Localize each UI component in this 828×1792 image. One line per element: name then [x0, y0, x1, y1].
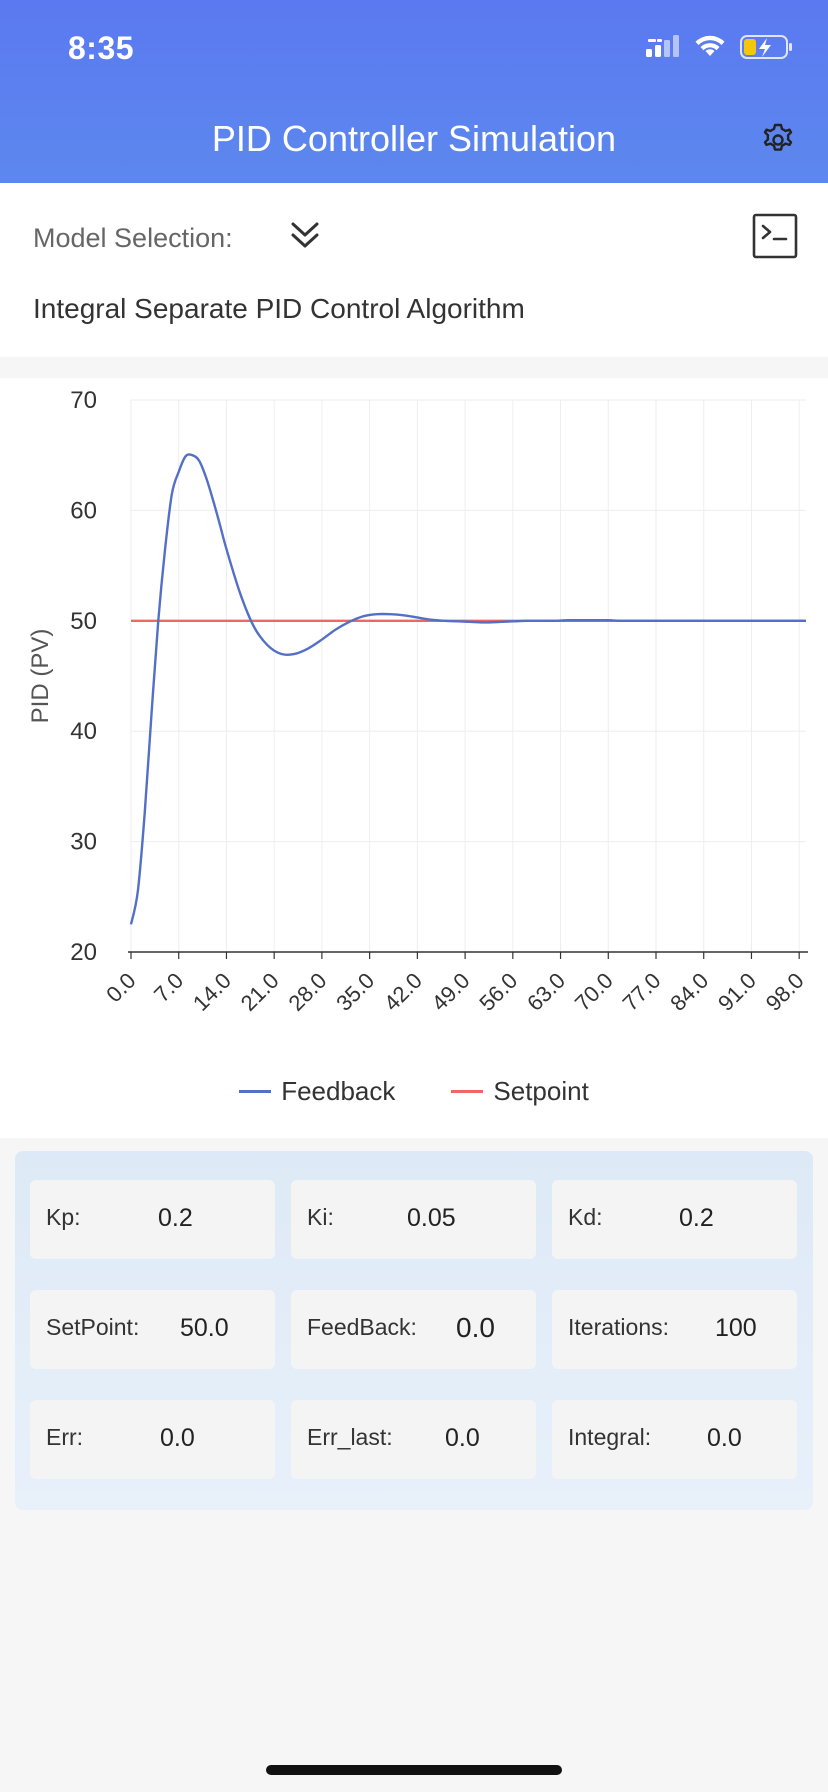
home-indicator[interactable] — [266, 1765, 562, 1775]
legend-label-setpoint: Setpoint — [493, 1076, 589, 1106]
series-line-feedback — [129, 453, 806, 925]
param-feedback[interactable]: FeedBack: 0.0 — [291, 1290, 536, 1369]
model-selection-label: Model Selection: — [33, 223, 233, 253]
x-tick-label: 91.0 — [713, 968, 761, 1016]
param-err-last-label: Err_last: — [307, 1424, 393, 1450]
param-ki-value[interactable]: 0.05 — [407, 1204, 456, 1232]
param-setpoint-value[interactable]: 50.0 — [180, 1314, 229, 1342]
model-selection-panel: Model Selection: Integral Separate PID C… — [0, 183, 828, 357]
y-tick-label: 50 — [70, 608, 97, 635]
param-integral: Integral: 0.0 — [552, 1400, 797, 1479]
y-tick-label: 30 — [70, 829, 97, 856]
param-err-label: Err: — [46, 1424, 84, 1450]
x-tick-label: 56.0 — [474, 968, 522, 1016]
param-err-last: Err_last: 0.0 — [291, 1400, 536, 1479]
settings-gear-icon[interactable] — [760, 122, 796, 158]
x-tick-label: 0.0 — [101, 968, 140, 1007]
param-kp-value[interactable]: 0.2 — [158, 1204, 193, 1232]
x-tick-label: 21.0 — [236, 968, 284, 1016]
y-tick-label: 20 — [70, 939, 97, 966]
x-tick-label: 14.0 — [188, 968, 236, 1016]
y-tick-label: 40 — [70, 718, 97, 745]
terminal-icon[interactable] — [752, 213, 798, 259]
param-ki[interactable]: Ki: 0.05 — [291, 1180, 536, 1259]
y-tick-label: 60 — [70, 497, 97, 524]
param-err: Err: 0.0 — [30, 1400, 275, 1479]
x-tick-label: 42.0 — [379, 968, 427, 1016]
status-time: 8:35 — [68, 30, 135, 66]
double-chevron-down-icon[interactable] — [288, 218, 322, 252]
param-integral-value: 0.0 — [707, 1424, 742, 1452]
x-tick-label: 7.0 — [149, 968, 188, 1007]
param-err-last-value: 0.0 — [445, 1424, 480, 1452]
pid-chart-svg: 0.0 7.0 14.0 21.0 28.0 35.0 42.0 49.0 56.0 63.0 70… — [27, 387, 809, 1016]
x-tick-label: 77.0 — [618, 968, 666, 1016]
x-tick-label: 70.0 — [570, 968, 618, 1016]
param-kd-label: Kd: — [568, 1204, 603, 1230]
param-integral-label: Integral: — [568, 1424, 652, 1450]
param-kp[interactable]: Kp: 0.2 — [30, 1180, 275, 1259]
signal-icon — [646, 35, 679, 57]
param-kp-label: Kp: — [46, 1204, 81, 1230]
app-header: 8:35 PID Controller Simulation — [0, 0, 828, 183]
x-tick-label: 98.0 — [761, 968, 809, 1016]
legend-item-setpoint[interactable]: Setpoint — [451, 1076, 589, 1107]
param-feedback-value: 0.0 — [456, 1312, 495, 1343]
param-feedback-label: FeedBack: — [307, 1314, 417, 1340]
param-kd[interactable]: Kd: 0.2 — [552, 1180, 797, 1259]
legend-swatch-feedback — [239, 1090, 272, 1093]
x-tick-label: 35.0 — [331, 968, 379, 1016]
y-tick-label: 70 — [70, 387, 97, 414]
x-tick-label: 28.0 — [283, 968, 331, 1016]
chart-legend: Feedback Setpoint — [0, 1076, 828, 1107]
wifi-icon — [695, 35, 725, 56]
param-iterations[interactable]: Iterations: 100 — [552, 1290, 797, 1369]
pid-chart: 0.0 7.0 14.0 21.0 28.0 35.0 42.0 49.0 56.0 63.0 70… — [0, 378, 828, 1138]
param-kd-value[interactable]: 0.2 — [679, 1204, 714, 1232]
legend-label-feedback: Feedback — [281, 1076, 396, 1106]
x-tick-label: 49.0 — [427, 968, 475, 1016]
status-icons — [646, 34, 794, 60]
legend-item-feedback[interactable]: Feedback — [239, 1076, 395, 1107]
param-err-value: 0.0 — [160, 1424, 195, 1452]
x-tick-label: 84.0 — [665, 968, 713, 1016]
battery-charging-icon — [740, 35, 792, 59]
legend-swatch-setpoint — [451, 1090, 484, 1093]
param-iterations-value[interactable]: 100 — [715, 1314, 757, 1342]
param-iterations-label: Iterations: — [568, 1314, 669, 1340]
param-ki-label: Ki: — [307, 1204, 334, 1230]
param-setpoint-label: SetPoint: — [46, 1314, 140, 1340]
x-tick-label: 63.0 — [522, 968, 570, 1016]
algorithm-name: Integral Separate PID Control Algorithm — [33, 293, 525, 324]
y-axis-title: PID (PV) — [27, 629, 54, 724]
page-title: PID Controller Simulation — [211, 118, 617, 159]
param-setpoint[interactable]: SetPoint: 50.0 — [30, 1290, 275, 1369]
parameters-panel: Kp: 0.2 Ki: 0.05 Kd: 0.2 SetPoint: 50.0 … — [15, 1151, 813, 1510]
